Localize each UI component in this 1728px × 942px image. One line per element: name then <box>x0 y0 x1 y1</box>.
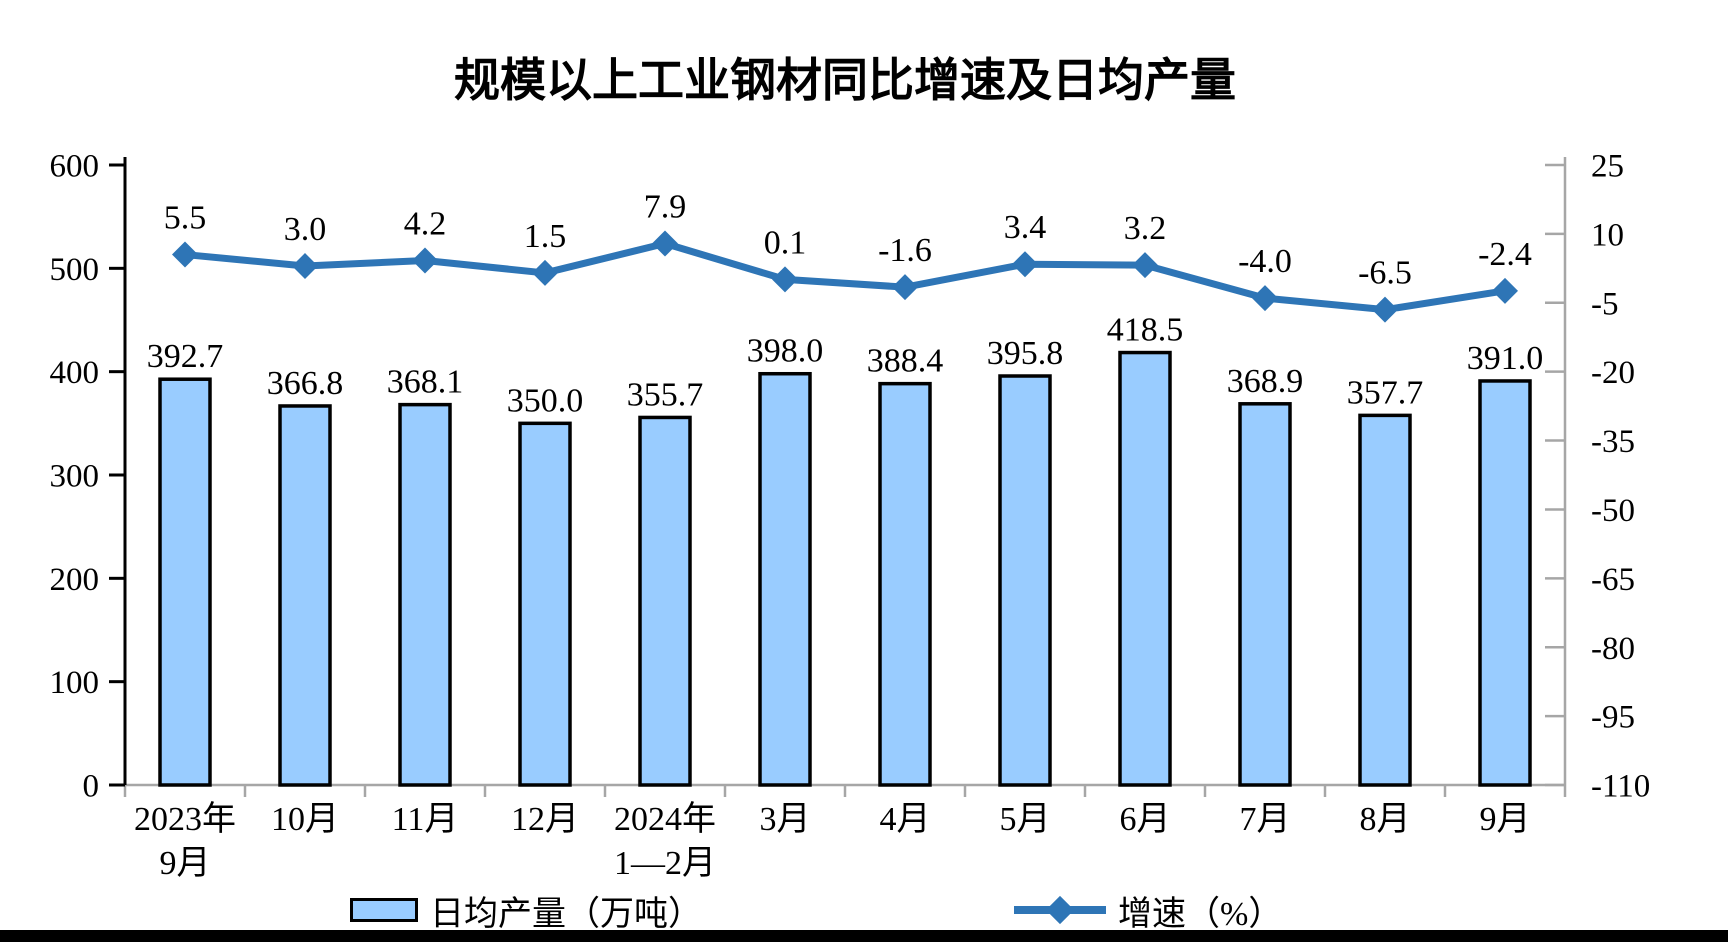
line-marker-diamond-icon <box>1132 252 1158 279</box>
line-value-label: 7.9 <box>644 189 687 226</box>
bar <box>638 415 692 787</box>
line-value-label: -2.4 <box>1478 236 1532 273</box>
bar <box>278 404 332 787</box>
legend-item-line-series: 增速（%） <box>1014 892 1282 933</box>
right-axis-tick-label: -20 <box>1591 355 1635 391</box>
x-axis-category-label: 9月 <box>1480 801 1531 838</box>
x-axis-category-label: 5月 <box>1000 801 1051 838</box>
bar-value-label: 350.0 <box>507 382 584 419</box>
bar-value-label: 355.7 <box>627 376 704 413</box>
bar-value-label: 392.7 <box>147 338 224 375</box>
line-marker-diamond-icon <box>172 241 198 268</box>
bar <box>518 421 572 787</box>
bar <box>758 371 812 787</box>
bar-value-label: 398.0 <box>747 333 824 370</box>
line-marker-diamond-icon <box>1012 251 1038 278</box>
right-axis-tick-label: -80 <box>1591 631 1635 667</box>
right-axis-tick-label: -35 <box>1591 424 1635 460</box>
line-value-label: 3.2 <box>1124 210 1167 247</box>
x-axis-category-label: 4月 <box>880 801 931 838</box>
bar <box>878 381 932 787</box>
growth-rate-line <box>181 240 1509 314</box>
bottom-black-bar <box>0 930 1728 942</box>
right-axis-tick-label: -65 <box>1591 562 1635 598</box>
left-axis-tick-label: 100 <box>50 665 100 701</box>
line-marker-diamond-icon <box>532 259 558 286</box>
right-axis-tick-label: 10 <box>1591 217 1624 253</box>
line-marker-diamond-icon <box>1492 277 1518 304</box>
bar <box>1358 413 1412 787</box>
x-axis-category-label: 2023年 9月 <box>134 800 236 882</box>
right-axis-tick-label: -110 <box>1591 769 1650 805</box>
right-axis-tick-label: -95 <box>1591 700 1635 736</box>
x-axis-category-label: 10月 <box>271 801 339 838</box>
bar-series-swatch <box>350 898 418 922</box>
x-axis-category-label: 6月 <box>1120 801 1171 838</box>
left-axis-tick-label: 600 <box>50 149 100 185</box>
bar-value-label: 418.5 <box>1107 312 1184 349</box>
right-axis-tick-label: -5 <box>1591 286 1619 322</box>
left-axis-tick-label: 500 <box>50 252 100 288</box>
x-axis-category-label: 3月 <box>760 801 811 838</box>
bar <box>158 377 212 787</box>
x-axis-category-label: 2024年 1—2月 <box>614 800 716 882</box>
bar <box>998 374 1052 787</box>
line-marker-diamond-icon <box>292 253 318 280</box>
left-axis-tick-label: 0 <box>83 769 100 805</box>
bar-value-label: 391.0 <box>1467 340 1544 377</box>
line-value-label: 3.4 <box>1004 209 1047 246</box>
bar <box>398 402 452 787</box>
bar-value-label: 388.4 <box>867 343 944 380</box>
line-value-label: -6.5 <box>1358 255 1412 292</box>
x-axis-category-label: 11月 <box>392 801 459 838</box>
bar <box>1238 402 1292 787</box>
bar <box>1118 350 1172 787</box>
bar-value-label: 357.7 <box>1347 374 1424 411</box>
line-marker-diamond-icon <box>1372 296 1398 323</box>
bar-value-label: 368.1 <box>387 364 464 401</box>
bar-value-label: 366.8 <box>267 365 344 402</box>
bar-value-label: 395.8 <box>987 335 1064 372</box>
line-marker-diamond-icon <box>412 247 438 274</box>
bar <box>1478 379 1532 787</box>
left-axis-tick-label: 400 <box>50 355 100 391</box>
left-axis-tick-label: 200 <box>50 562 100 598</box>
left-axis-tick-label: 300 <box>50 459 100 495</box>
x-axis-category-label: 12月 <box>511 801 579 838</box>
x-axis-category-label: 8月 <box>1360 801 1411 838</box>
line-value-label: 3.0 <box>284 211 327 248</box>
legend-label-bar-series: 日均产量（万吨） <box>430 895 702 933</box>
legend-item-bar-series: 日均产量（万吨） <box>350 892 702 933</box>
line-marker-diamond-icon <box>652 230 678 257</box>
line-marker-diamond-icon <box>772 266 798 293</box>
line-value-label: 4.2 <box>404 206 447 243</box>
x-axis-category-label: 7月 <box>1240 801 1291 838</box>
line-swatch-diamond-icon <box>1045 895 1075 925</box>
line-marker-diamond-icon <box>1252 285 1278 312</box>
right-axis-tick-label: -50 <box>1591 493 1635 529</box>
combo-chart-plot-area: 0 100 200 300 400 500 600 -110 -95 -80 -65 -50 -35 -2… <box>50 149 1651 882</box>
line-value-label: 5.5 <box>164 200 207 237</box>
bar-value-label: 368.9 <box>1227 363 1304 400</box>
line-value-label: -1.6 <box>878 232 932 269</box>
line-value-label: -4.0 <box>1238 243 1292 280</box>
chart-title: 规模以上工业钢材同比增速及日均产量 <box>454 54 1236 106</box>
line-series-swatch <box>1014 895 1106 925</box>
line-value-label: 1.5 <box>524 218 567 255</box>
legend-label-line-series: 增速（%） <box>1118 895 1283 933</box>
line-value-label: 0.1 <box>764 224 807 261</box>
line-marker-diamond-icon <box>892 274 918 301</box>
right-axis-tick-label: 25 <box>1591 149 1624 185</box>
